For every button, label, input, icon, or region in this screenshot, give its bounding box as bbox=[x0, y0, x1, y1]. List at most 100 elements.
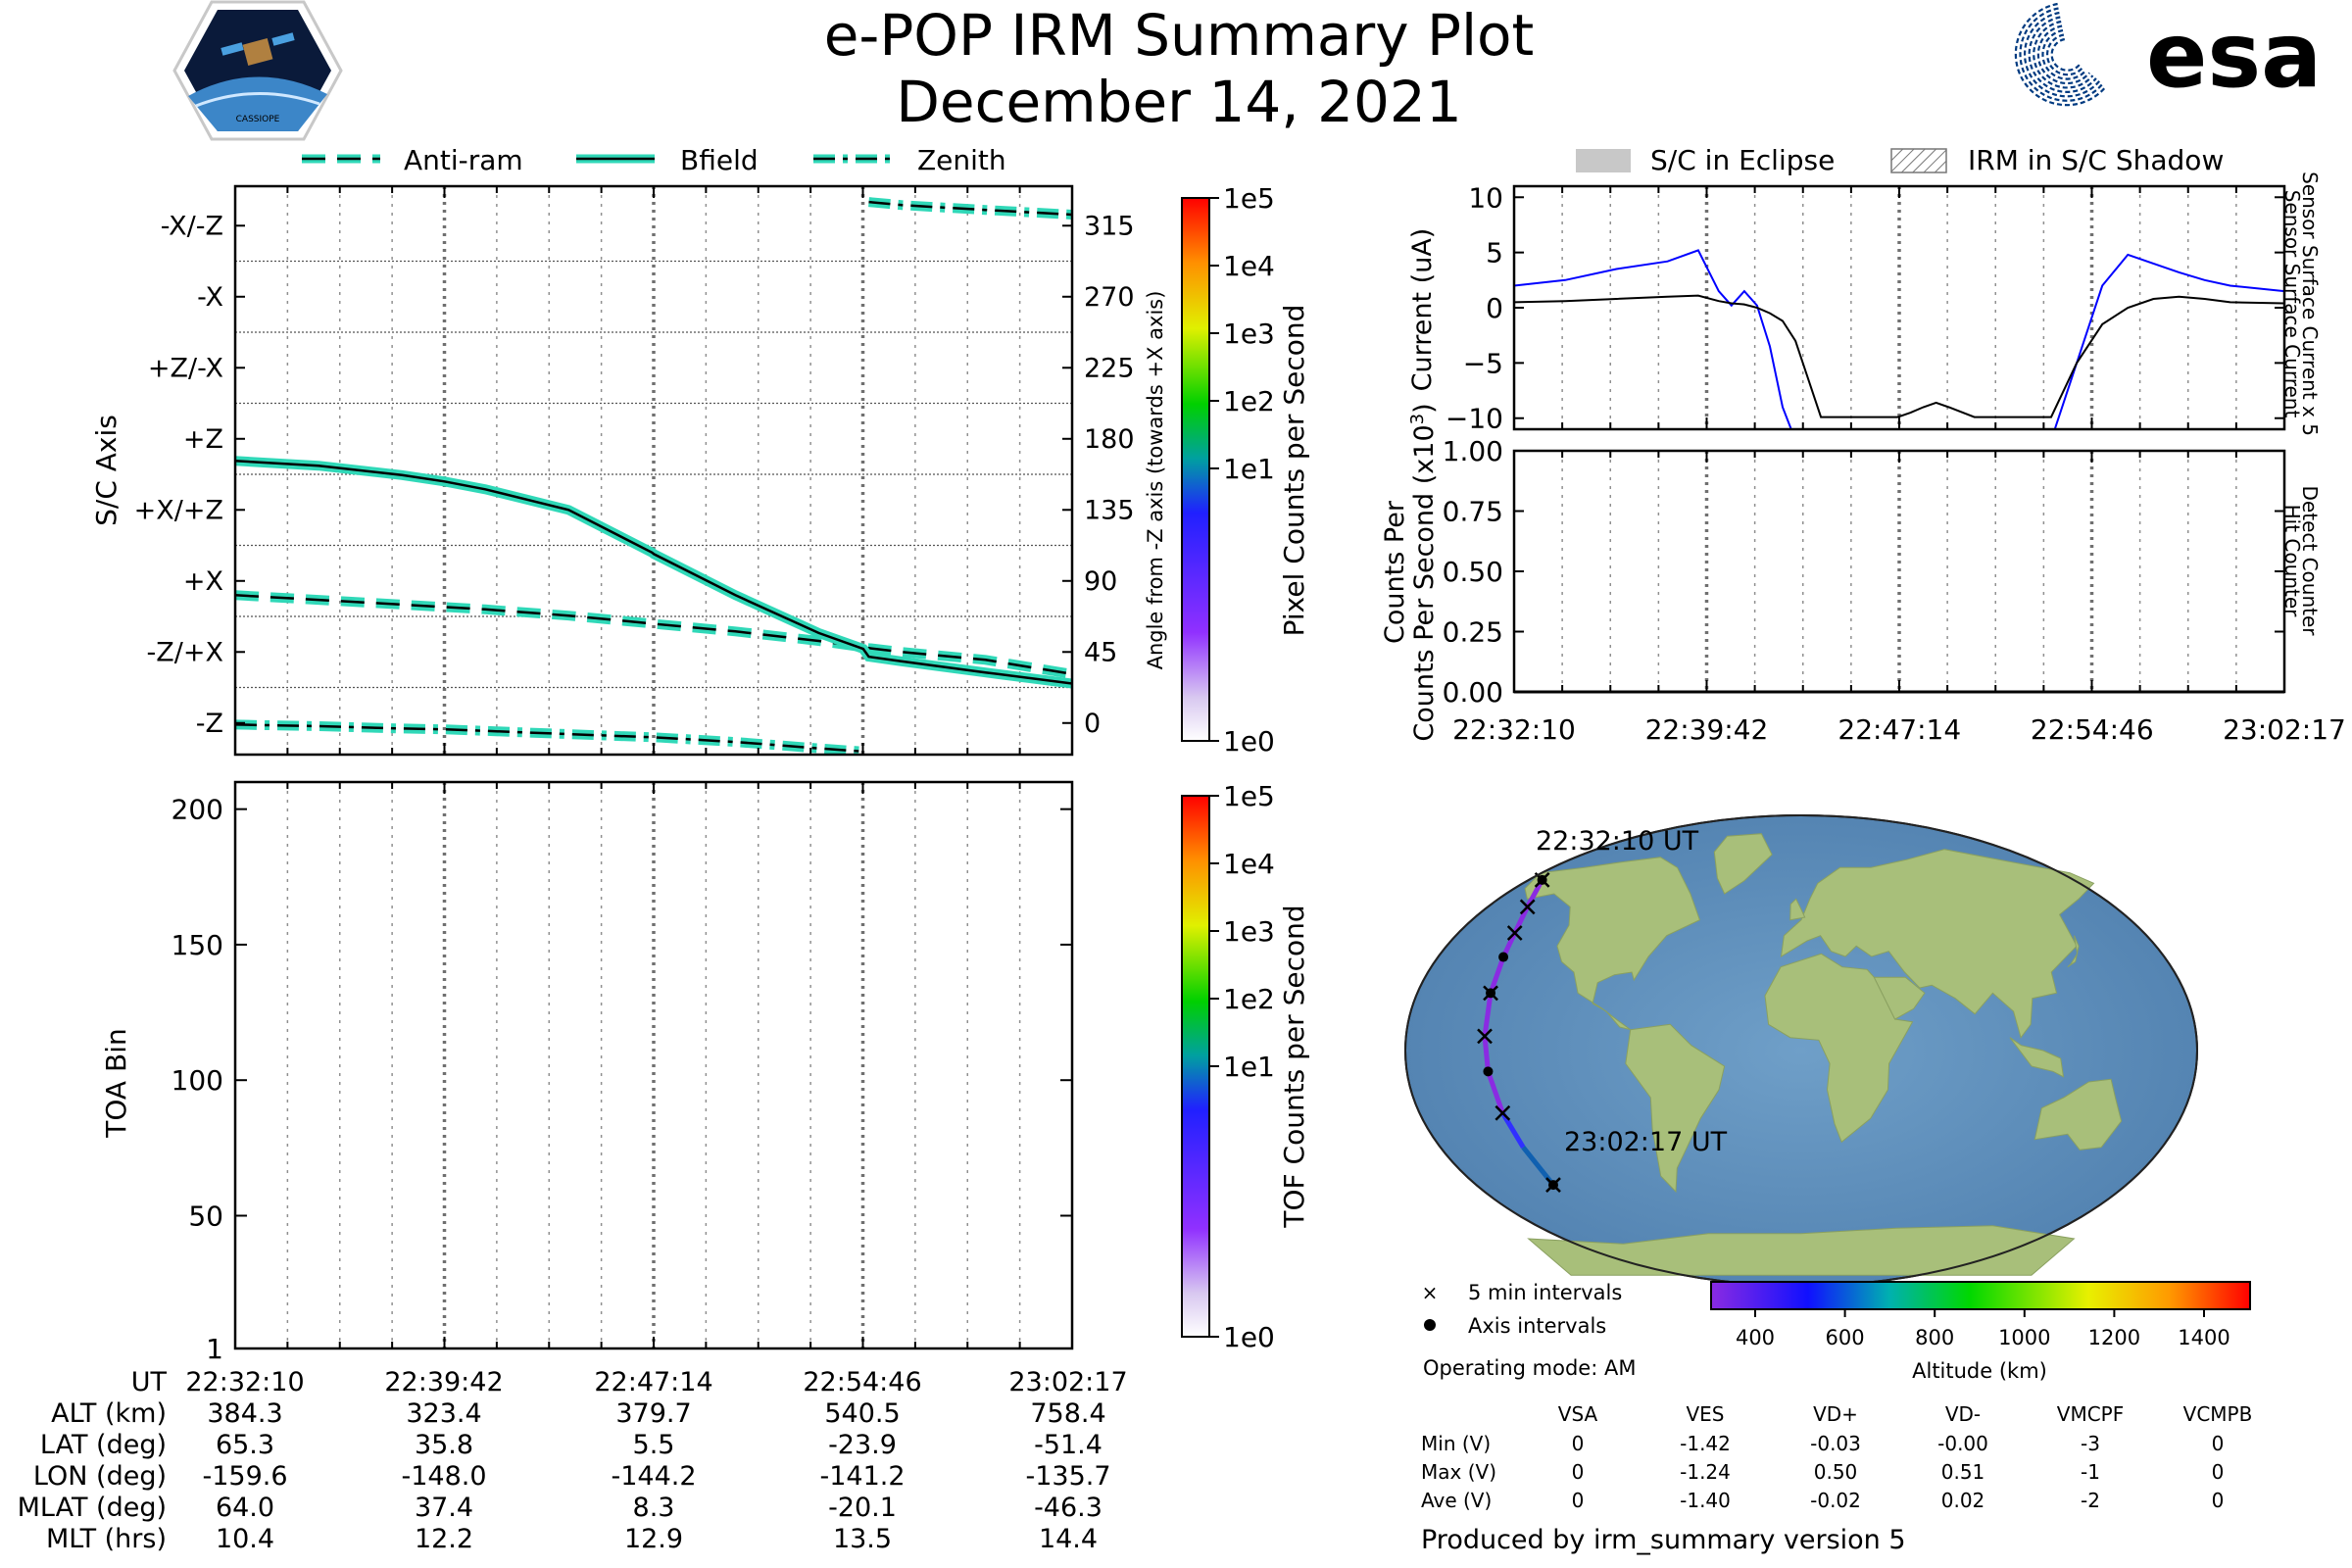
colorbar-tick-label: 1e2 bbox=[1223, 385, 1275, 417]
map-end-label: 23:02:17 UT bbox=[1564, 1127, 1728, 1157]
toa-frame bbox=[233, 780, 1074, 1350]
svg-text:Zenith: Zenith bbox=[917, 144, 1006, 176]
cassiope-logo: CASSIOPE bbox=[172, 0, 343, 141]
sc-axis-label: -X bbox=[197, 282, 223, 313]
orbit-segment bbox=[1482, 992, 1494, 1037]
ephemeris-cell: -20.1 bbox=[828, 1493, 897, 1523]
sc-axis-label: +Z bbox=[183, 424, 223, 455]
toa-ylabel: TOA Bin bbox=[100, 1028, 132, 1138]
orbit-segment bbox=[1486, 1070, 1505, 1114]
esa-swirl-icon bbox=[2014, 2, 2107, 107]
altitude-tick-label: 1000 bbox=[1998, 1326, 2050, 1349]
colorbar-tick-label: 1e3 bbox=[1223, 318, 1275, 350]
counts-frame bbox=[1512, 449, 2286, 694]
voltage-cell: 0 bbox=[2212, 1432, 2225, 1455]
orbit-segment bbox=[1512, 906, 1530, 935]
voltage-header: VD- bbox=[1945, 1402, 1981, 1426]
altitude-tick-label: 1200 bbox=[2088, 1326, 2140, 1349]
ephemeris-row-label: ALT (km) bbox=[51, 1398, 167, 1429]
voltage-header: VMCPF bbox=[2057, 1402, 2124, 1426]
tof-colorbar: 1e5 1e4 1e3 1e2 1e1 1e0 TOF Counts per Second bbox=[1181, 780, 1310, 1353]
ephemeris-cell: -23.9 bbox=[828, 1430, 897, 1460]
orbit-segment bbox=[1525, 878, 1544, 908]
voltage-table: VSA VES VD+ VD- VMCPF VCMPB Min (V) 0 -1.42 -0.03… bbox=[1421, 1402, 2252, 1512]
altitude-tick-label: 800 bbox=[1915, 1326, 1954, 1349]
legend-zenith: Zenith bbox=[813, 144, 1006, 176]
current-series-line bbox=[1514, 294, 2284, 418]
continent bbox=[1524, 857, 1701, 1031]
esa-logo: esa bbox=[2014, 2, 2322, 108]
colorbar-tick-label: 1e1 bbox=[1223, 1051, 1275, 1083]
ephemeris-cell: 384.3 bbox=[207, 1398, 282, 1429]
counts-tick-label: 1.00 bbox=[1443, 435, 1503, 467]
orbit-segment bbox=[1500, 1111, 1526, 1149]
svg-text:Bfield: Bfield bbox=[680, 144, 759, 176]
voltage-row-label: Min (V) bbox=[1421, 1432, 1491, 1455]
voltage-header: VCMPB bbox=[2183, 1402, 2253, 1426]
continent bbox=[2009, 1037, 2065, 1078]
axis-dot-marker bbox=[1486, 988, 1496, 999]
continent bbox=[2034, 1078, 2123, 1151]
colorbar-tick-label: 1e3 bbox=[1223, 915, 1275, 948]
sc-axis-panel: -Z -Z/+X +X +X/+Z +Z +Z/-X -X -X/-Z 0 45 90 135 180 2… bbox=[90, 184, 1167, 757]
pixel-colorbar: 1e5 1e4 1e3 1e2 1e1 1e0 Pixel Counts per Seco… bbox=[1181, 182, 1310, 758]
altitude-colorbar-label: Altitude (km) bbox=[1912, 1359, 2047, 1383]
continent bbox=[2067, 935, 2080, 968]
page-title: e-POP IRM Summary Plot bbox=[824, 2, 1535, 69]
colorbar-tick-label: 1e5 bbox=[1223, 780, 1275, 812]
esa-logo-text: esa bbox=[2146, 3, 2322, 108]
continent bbox=[1789, 898, 1806, 921]
ephemeris-cell: 22:54:46 bbox=[803, 1367, 921, 1397]
current-series bbox=[1514, 249, 2284, 429]
cross-marker bbox=[1494, 1104, 1511, 1121]
continent bbox=[1713, 833, 1773, 895]
orbit-segment bbox=[1488, 956, 1506, 995]
ephemeris-cell: 540.5 bbox=[824, 1398, 900, 1429]
ephemeris-cell: 13.5 bbox=[833, 1524, 892, 1554]
ephemeris-row-label: LAT (deg) bbox=[40, 1430, 167, 1460]
continent bbox=[1527, 1225, 2076, 1276]
sc-angle-tick-label: 315 bbox=[1084, 211, 1135, 241]
counts-ylabel-line1: Counts Per bbox=[1380, 500, 1410, 644]
voltage-cell: -0.02 bbox=[1810, 1489, 1861, 1512]
ephemeris-cell: 8.3 bbox=[633, 1493, 675, 1523]
voltage-cell: 0 bbox=[1572, 1460, 1585, 1484]
current-tick-label: 5 bbox=[1486, 237, 1503, 270]
ephemeris-cell: 10.4 bbox=[216, 1524, 274, 1554]
ephemeris-cell: -159.6 bbox=[202, 1461, 287, 1492]
toa-tick-label: 150 bbox=[172, 929, 223, 961]
cross-marker-icon: × bbox=[1422, 1281, 1439, 1304]
orbit-map: 22:32:10 UT 23:02:17 UT bbox=[1404, 814, 2198, 1287]
toa-grid bbox=[286, 782, 1021, 1348]
svg-text:IRM in S/C Shadow: IRM in S/C Shadow bbox=[1968, 144, 2224, 176]
ephemeris-row-label: LON (deg) bbox=[33, 1461, 167, 1492]
sc-angle-tick-label: 0 bbox=[1084, 709, 1101, 739]
ephemeris-row-label: MLAT (deg) bbox=[18, 1493, 167, 1523]
sc-axis-label: +X/+Z bbox=[134, 495, 223, 525]
voltage-cell: 0.02 bbox=[1941, 1489, 1985, 1512]
continent bbox=[1873, 976, 1926, 1020]
voltage-cell: -1 bbox=[2081, 1460, 2100, 1484]
sc-angle-tick-label: 270 bbox=[1084, 282, 1135, 313]
counts-time-label: 22:54:46 bbox=[2031, 713, 2154, 746]
altitude-tick-label: 600 bbox=[1826, 1326, 1865, 1349]
counts-panel: 1.00 0.75 0.50 0.25 0.00 22:32:10 22:39:42 22:4… bbox=[1380, 403, 2346, 746]
sc-axis-label: -Z bbox=[196, 709, 223, 739]
toa-tick-label: 50 bbox=[188, 1200, 223, 1232]
continent bbox=[1625, 1023, 1726, 1194]
ephemeris-row-label: MLT (hrs) bbox=[46, 1524, 167, 1554]
counts-grid bbox=[1561, 451, 2237, 692]
svg-text:Anti-ram: Anti-ram bbox=[404, 144, 523, 176]
voltage-cell: -1.40 bbox=[1680, 1489, 1731, 1512]
svg-text:S/C in Eclipse: S/C in Eclipse bbox=[1650, 144, 1835, 176]
counts-right-label-2: Hit Counter bbox=[2280, 505, 2304, 617]
counts-tick-label: 0.00 bbox=[1443, 676, 1503, 709]
sc-axis-legend: Anti-ram Bfield Zenith bbox=[302, 144, 1006, 176]
voltage-header: VSA bbox=[1558, 1402, 1598, 1426]
axis-dot-marker bbox=[1547, 1180, 1558, 1191]
continent bbox=[1764, 953, 1914, 1144]
current-frame bbox=[1512, 184, 2286, 431]
voltage-cell: 0.50 bbox=[1814, 1460, 1858, 1484]
ephemeris-cell: -46.3 bbox=[1034, 1493, 1102, 1523]
